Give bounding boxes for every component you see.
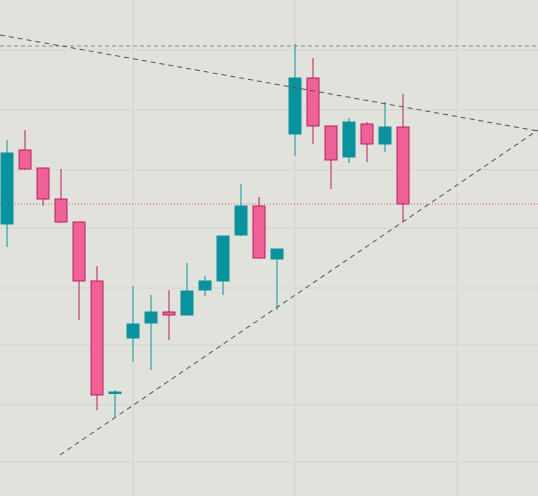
candle-body [0,152,14,225]
trend-line [0,34,538,132]
candle-body [216,235,230,282]
candle-body [72,221,86,282]
candle-body [162,311,176,316]
candle-body [180,290,194,316]
candle-body [270,248,284,260]
candle-body [144,311,158,324]
candle-body [90,280,104,396]
candle-body [108,391,122,394]
candle-body [198,280,212,291]
candle-body [324,125,338,161]
candle-body [288,77,302,135]
candle-body [234,205,248,236]
candle-body [306,77,320,127]
candle-body [342,121,356,158]
candle-body [396,126,410,205]
candle-body [36,167,50,200]
candle-body [360,123,374,145]
candle-body [252,205,266,259]
trend-line [59,129,538,456]
candle-body [126,323,140,339]
candle-body [18,149,32,170]
candle-body [54,198,68,223]
candle-body [378,126,392,145]
